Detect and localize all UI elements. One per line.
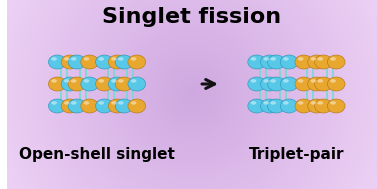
Ellipse shape xyxy=(311,101,316,105)
Ellipse shape xyxy=(64,101,70,105)
Ellipse shape xyxy=(48,55,66,69)
Ellipse shape xyxy=(248,55,265,69)
Ellipse shape xyxy=(111,79,117,83)
Ellipse shape xyxy=(61,99,79,113)
Ellipse shape xyxy=(48,99,66,113)
Ellipse shape xyxy=(115,99,133,113)
Ellipse shape xyxy=(64,79,70,83)
Text: Singlet fission: Singlet fission xyxy=(102,7,281,27)
Ellipse shape xyxy=(317,79,323,83)
Ellipse shape xyxy=(311,79,316,83)
Ellipse shape xyxy=(264,79,269,83)
Ellipse shape xyxy=(268,77,285,91)
Ellipse shape xyxy=(108,55,126,69)
Ellipse shape xyxy=(295,55,313,69)
Ellipse shape xyxy=(51,101,57,105)
Ellipse shape xyxy=(298,101,303,105)
Ellipse shape xyxy=(95,77,113,91)
Ellipse shape xyxy=(81,99,98,113)
Ellipse shape xyxy=(283,57,289,61)
Ellipse shape xyxy=(81,77,98,91)
Ellipse shape xyxy=(118,79,124,83)
Ellipse shape xyxy=(295,99,313,113)
Text: Triplet-pair: Triplet-pair xyxy=(249,146,344,161)
Ellipse shape xyxy=(68,77,86,91)
Ellipse shape xyxy=(111,101,117,105)
Ellipse shape xyxy=(308,55,325,69)
Ellipse shape xyxy=(315,77,332,91)
Ellipse shape xyxy=(118,101,124,105)
Ellipse shape xyxy=(118,57,124,61)
Ellipse shape xyxy=(270,57,276,61)
Ellipse shape xyxy=(251,79,256,83)
Ellipse shape xyxy=(283,101,289,105)
Text: Open-shell singlet: Open-shell singlet xyxy=(19,146,175,161)
Ellipse shape xyxy=(315,99,332,113)
Ellipse shape xyxy=(81,55,98,69)
Ellipse shape xyxy=(270,79,276,83)
Ellipse shape xyxy=(84,101,89,105)
Ellipse shape xyxy=(330,101,336,105)
Ellipse shape xyxy=(71,57,77,61)
Ellipse shape xyxy=(315,55,332,69)
Ellipse shape xyxy=(98,57,104,61)
Ellipse shape xyxy=(251,57,256,61)
Ellipse shape xyxy=(248,77,265,91)
Ellipse shape xyxy=(268,99,285,113)
Ellipse shape xyxy=(280,99,298,113)
Ellipse shape xyxy=(115,77,133,91)
Ellipse shape xyxy=(68,55,86,69)
Ellipse shape xyxy=(51,57,57,61)
Ellipse shape xyxy=(111,57,117,61)
Ellipse shape xyxy=(327,55,345,69)
Ellipse shape xyxy=(51,79,57,83)
Ellipse shape xyxy=(330,79,336,83)
Ellipse shape xyxy=(131,101,136,105)
Ellipse shape xyxy=(270,101,276,105)
Ellipse shape xyxy=(98,79,104,83)
Ellipse shape xyxy=(280,77,298,91)
Ellipse shape xyxy=(298,79,303,83)
Ellipse shape xyxy=(327,99,345,113)
Ellipse shape xyxy=(64,57,70,61)
Ellipse shape xyxy=(115,55,133,69)
Ellipse shape xyxy=(264,57,269,61)
Ellipse shape xyxy=(295,77,313,91)
Ellipse shape xyxy=(330,57,336,61)
Ellipse shape xyxy=(283,79,289,83)
Ellipse shape xyxy=(280,55,298,69)
Ellipse shape xyxy=(317,57,323,61)
Ellipse shape xyxy=(61,55,79,69)
Ellipse shape xyxy=(268,55,285,69)
Ellipse shape xyxy=(317,101,323,105)
Ellipse shape xyxy=(61,77,79,91)
Ellipse shape xyxy=(261,55,278,69)
Ellipse shape xyxy=(71,101,77,105)
Ellipse shape xyxy=(308,77,325,91)
Ellipse shape xyxy=(71,79,77,83)
Ellipse shape xyxy=(131,79,136,83)
Ellipse shape xyxy=(128,77,146,91)
Ellipse shape xyxy=(261,99,278,113)
Ellipse shape xyxy=(48,77,66,91)
Ellipse shape xyxy=(251,101,256,105)
Ellipse shape xyxy=(128,55,146,69)
Ellipse shape xyxy=(95,99,113,113)
Ellipse shape xyxy=(98,101,104,105)
Ellipse shape xyxy=(298,57,303,61)
Ellipse shape xyxy=(327,77,345,91)
Ellipse shape xyxy=(84,79,89,83)
Ellipse shape xyxy=(261,77,278,91)
Ellipse shape xyxy=(68,99,86,113)
Ellipse shape xyxy=(128,99,146,113)
Ellipse shape xyxy=(95,55,113,69)
Ellipse shape xyxy=(131,57,136,61)
Ellipse shape xyxy=(308,99,325,113)
Ellipse shape xyxy=(248,99,265,113)
Ellipse shape xyxy=(108,77,126,91)
Ellipse shape xyxy=(108,99,126,113)
Ellipse shape xyxy=(311,57,316,61)
Ellipse shape xyxy=(264,101,269,105)
Ellipse shape xyxy=(84,57,89,61)
